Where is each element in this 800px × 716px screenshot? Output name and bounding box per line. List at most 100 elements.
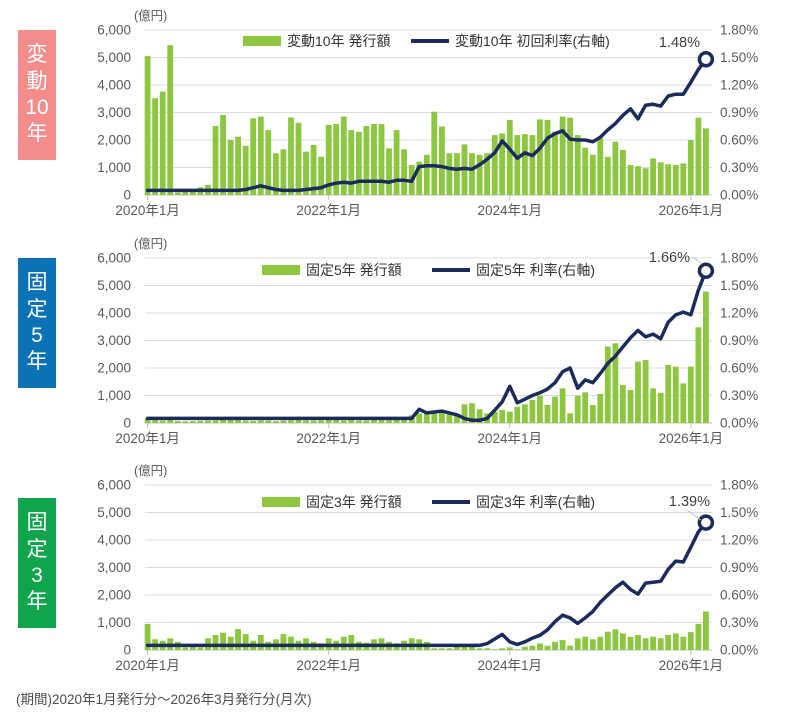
annotation-leader <box>686 509 702 521</box>
chart-hendo-10y: 0 1,000 2,000 3,000 4,000 5,000 6,000(億円) 0.00%… <box>97 9 758 218</box>
legend: 変動10年 発行額 変動10年 初回利率(右軸) <box>243 33 610 49</box>
svg-text:0.30%: 0.30% <box>720 388 758 403</box>
svg-text:2024年1月: 2024年1月 <box>477 203 542 218</box>
x-axis-labels: 2020年1月 2022年1月 2024年1月 2026年1月 <box>115 423 723 446</box>
rate-line <box>145 520 708 648</box>
category-label-char: 固 <box>26 271 48 295</box>
left-axis-labels: 0 1,000 2,000 3,000 4,000 5,000 6,000 <box>97 251 131 431</box>
svg-text:2020年1月: 2020年1月 <box>115 431 180 446</box>
right-axis-labels: 0.00% 0.30% 0.60% 0.90% 1.20% 1.50% 1.80% <box>720 251 758 431</box>
svg-text:0.00%: 0.00% <box>720 188 758 203</box>
end-marker <box>697 514 715 531</box>
category-label-char: 3 <box>31 564 43 587</box>
end-marker <box>697 51 715 68</box>
svg-text:5,000: 5,000 <box>97 505 131 520</box>
svg-text:2026年1月: 2026年1月 <box>659 431 724 446</box>
svg-text:6,000: 6,000 <box>97 23 131 38</box>
right-axis-labels: 0.00% 0.30% 0.60% 0.90% 1.20% 1.50% 1.80% <box>720 23 758 203</box>
unit-label: (億円) <box>134 9 167 23</box>
svg-text:4,000: 4,000 <box>97 533 131 548</box>
svg-text:3,000: 3,000 <box>97 105 131 120</box>
legend-bar-label: 固定3年 発行額 <box>306 494 402 510</box>
svg-text:1.80%: 1.80% <box>720 23 758 38</box>
legend-line-label: 固定3年 利率(右軸) <box>476 494 595 510</box>
legend-bar-label: 変動10年 発行額 <box>287 33 390 49</box>
category-label-hendo-10y: 変動 10 年 <box>18 30 56 160</box>
issuance-bars <box>144 291 709 424</box>
svg-text:1,000: 1,000 <box>97 388 131 403</box>
svg-text:1.20%: 1.20% <box>720 533 758 548</box>
category-label-char: 定 <box>26 297 48 321</box>
svg-text:5,000: 5,000 <box>97 50 131 65</box>
chart-section-kotei-3y: 固定 3 年 0 1,000 2,000 3,000 4,000 5,000 6,000 (億円)… <box>0 455 800 683</box>
chart-kotei-3y: 0 1,000 2,000 3,000 4,000 5,000 6,000(億円) 0.00%… <box>97 464 758 673</box>
svg-text:6,000: 6,000 <box>97 251 131 266</box>
chart-kotei-5y: 0 1,000 2,000 3,000 4,000 5,000 6,000(億円) 0.00%… <box>97 237 758 446</box>
legend-line-label: 固定5年 利率(右軸) <box>476 262 595 278</box>
chart-section-kotei-5y: 固定 5 年 0 1,000 2,000 3,000 4,000 5,000 6,000 (億円)… <box>0 228 800 456</box>
svg-text:5,000: 5,000 <box>97 278 131 293</box>
x-axis-labels: 2020年1月 2022年1月 2024年1月 2026年1月 <box>115 195 723 218</box>
svg-text:0: 0 <box>123 416 131 431</box>
rate-line <box>145 57 708 193</box>
svg-text:0.30%: 0.30% <box>720 615 758 630</box>
category-label-kotei-3y: 固定 3 年 <box>18 498 56 628</box>
category-label-char: 変 <box>26 43 48 67</box>
svg-text:2022年1月: 2022年1月 <box>296 203 361 218</box>
svg-text:1.20%: 1.20% <box>720 306 758 321</box>
category-label-char: 動 <box>26 69 48 93</box>
gridlines <box>145 484 712 651</box>
svg-text:0.00%: 0.00% <box>720 643 758 658</box>
category-label-char: 定 <box>26 537 48 561</box>
rate-line <box>145 269 708 423</box>
svg-text:0.00%: 0.00% <box>720 416 758 431</box>
legend-bar-label: 固定5年 発行額 <box>306 262 402 278</box>
svg-text:0.90%: 0.90% <box>720 560 758 575</box>
svg-text:0.30%: 0.30% <box>720 160 758 175</box>
category-label-char: 10 <box>25 96 49 119</box>
legend-bar-swatch <box>243 36 281 46</box>
svg-text:0: 0 <box>123 643 131 658</box>
category-label-char: 年 <box>26 350 48 374</box>
svg-text:2024年1月: 2024年1月 <box>477 658 542 673</box>
chart-section-hendo-10y: 変動 10 年 0 1,000 2,000 3,000 4,000 5,000 6,000 (億円… <box>0 0 800 228</box>
svg-text:3,000: 3,000 <box>97 560 131 575</box>
svg-text:1.50%: 1.50% <box>720 505 758 520</box>
svg-text:0.60%: 0.60% <box>720 133 758 148</box>
svg-text:1.50%: 1.50% <box>720 50 758 65</box>
svg-text:1.20%: 1.20% <box>720 78 758 93</box>
legend: 固定5年 発行額 固定5年 利率(右軸) <box>262 262 595 278</box>
svg-text:0.90%: 0.90% <box>720 105 758 120</box>
legend-bar-swatch <box>262 265 300 275</box>
svg-text:0.60%: 0.60% <box>720 361 758 376</box>
right-axis-labels: 0.00% 0.30% 0.60% 0.90% 1.20% 1.50% 1.80% <box>720 478 758 658</box>
svg-text:1,000: 1,000 <box>97 160 131 175</box>
category-label-char: 5 <box>31 324 43 347</box>
category-label-char: 年 <box>26 590 48 614</box>
end-marker <box>697 262 715 280</box>
svg-text:4,000: 4,000 <box>97 306 131 321</box>
svg-text:0: 0 <box>123 188 131 203</box>
category-label-char: 年 <box>26 122 48 146</box>
svg-text:2022年1月: 2022年1月 <box>296 431 361 446</box>
svg-text:2026年1月: 2026年1月 <box>659 203 724 218</box>
svg-text:2,000: 2,000 <box>97 361 131 376</box>
left-axis-labels: 0 1,000 2,000 3,000 4,000 5,000 6,000 <box>97 23 131 203</box>
unit-label: (億円) <box>134 237 167 251</box>
unit-label: (億円) <box>134 464 167 478</box>
category-label-kotei-5y: 固定 5 年 <box>18 258 56 388</box>
legend-bar-swatch <box>262 497 300 507</box>
legend-line-label: 変動10年 初回利率(右軸) <box>455 33 610 49</box>
svg-text:3,000: 3,000 <box>97 333 131 348</box>
issuance-bars <box>144 45 709 196</box>
svg-text:2024年1月: 2024年1月 <box>477 431 542 446</box>
svg-text:2022年1月: 2022年1月 <box>296 658 361 673</box>
annotation-leader <box>692 256 703 265</box>
svg-text:1.50%: 1.50% <box>720 278 758 293</box>
svg-text:1,000: 1,000 <box>97 615 131 630</box>
end-rate-annotation: 1.48% <box>659 35 700 51</box>
svg-text:2026年1月: 2026年1月 <box>659 658 724 673</box>
category-label-char: 固 <box>26 511 48 535</box>
svg-text:6,000: 6,000 <box>97 478 131 493</box>
